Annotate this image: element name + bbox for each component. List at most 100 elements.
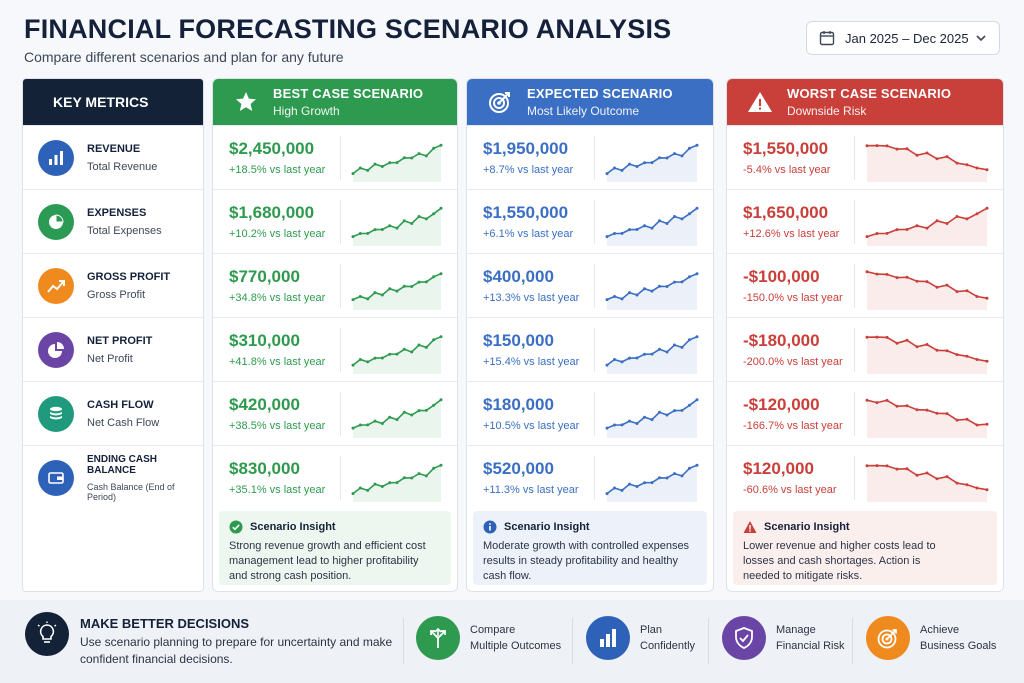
sparkline-point [358,232,362,235]
sparkline-point [373,162,377,166]
scenario-change: -150.0% vs last year [743,292,843,304]
sparkline-point [635,293,639,297]
sparkline-point [985,488,989,492]
feature-line1: Compare [470,624,516,636]
sparkline-point [658,156,661,160]
sparkline-point [658,284,661,288]
sparkline-point [388,481,392,485]
sparkline-point [410,413,414,417]
metric-row-net-profit: NET PROFIT Net Profit [23,317,203,381]
sparkline-point [688,212,691,216]
metric-name: NET PROFIT [87,334,153,347]
scenario-value: $400,000 [483,267,554,286]
metric-name: GROSS PROFIT [87,270,171,283]
sparkline-point [410,156,414,160]
sparkline-point [358,423,362,427]
metric-sub: Net Cash Flow [87,416,160,429]
sparkline-point [925,280,929,284]
feature-plan: Plan Confidently [586,616,695,660]
feature-line2: Financial Risk [776,640,845,652]
sparkline-point [865,335,869,339]
sparkline-point [439,143,443,147]
scenario-change: +11.3% vs last year [483,484,579,496]
sparkline-area [353,399,441,438]
scenario-change: -5.4% vs last year [743,164,831,176]
sparkline-point [605,172,609,176]
sparkline-point [351,172,355,176]
sparkline-point [380,485,384,488]
sparkline-point [417,152,421,156]
metric-row-expenses: EXPENSES Total Expenses [23,189,203,253]
scenario-value: $1,550,000 [743,139,829,158]
sparkline-chart [865,398,989,438]
sparkline-point [688,275,691,279]
metric-row-cash-flow: CASH FLOW Net Cash Flow [23,381,203,445]
date-range-dropdown[interactable]: Jan 2025 – Dec 2025 [806,21,1000,55]
sparkline-chart [351,143,443,182]
metric-name: CASH FLOW [87,398,154,411]
sparkline-point [865,144,869,148]
scenario-change: -200.0% vs last year [743,356,843,368]
sparkline-point [643,481,646,485]
sparkline-point [432,466,436,470]
sparkline-point [388,161,392,165]
metric-row-revenue: REVENUE Total Revenue [23,125,203,189]
sparkline-point [613,423,616,427]
sparkline-point [905,228,909,231]
sparkline-point [945,155,949,159]
sparkline-point [417,280,421,284]
sparkline-point [635,165,639,168]
scenario-value: $150,000 [483,331,554,350]
sparkline-point [658,219,661,223]
sparkline-point [628,419,631,423]
feature-line1: Achieve [920,624,960,636]
footer-text: Use scenario planning to prepare for unc… [80,635,393,666]
sparkline-point [680,408,684,412]
sparkline-point [358,166,362,170]
feature-line2: Multiple Outcomes [470,640,562,652]
sparkline-point [373,356,377,360]
feature-manage-risk: Manage Financial Risk [722,616,844,660]
divider [403,618,404,664]
sparkline-point [620,231,624,235]
divider [594,264,595,308]
sparkline-point [410,350,414,354]
sparkline-point [439,206,443,210]
sparkline-point [895,341,899,345]
sparkline-point [935,411,939,415]
sparkline-point [925,226,929,230]
target-icon [866,616,910,660]
sparkline-point [915,408,919,412]
scenario-value: $830,000 [229,459,300,478]
sparkline-point [605,235,609,239]
sparkline-point [439,463,443,467]
sparkline-point [975,423,979,427]
metric-sub: Total Expenses [87,224,162,237]
divider [340,136,341,180]
sparkline-point [395,161,399,165]
sparkline-chart [865,464,989,502]
sparkline-point [905,147,909,151]
date-range-value: Jan 2025 – Dec 2025 [845,30,969,46]
sparkline-point [395,418,399,422]
sparkline-point [965,217,969,221]
sparkline-point [673,343,676,347]
divider [340,200,341,244]
sparkline-point [424,280,428,284]
sparkline-point [643,161,646,165]
sparkline-point [620,297,624,301]
pie-chart-icon [38,331,74,368]
scenario-row: $770,000 +34.8% vs last year [213,253,457,317]
sparkline-chart [605,143,699,182]
sparkline-point [688,146,691,150]
sparkline-point [402,284,406,288]
sparkline-point [366,168,370,172]
scenario-row: $400,000 +13.3% vs last year [467,253,713,317]
sparkline-chart [351,398,443,438]
sparkline-point [635,228,639,231]
sparkline-point [945,412,949,416]
sparkline-point [895,147,899,151]
sparkline-point [885,144,889,148]
sparkline-point [905,275,909,279]
feature-line1: Plan [640,624,663,636]
